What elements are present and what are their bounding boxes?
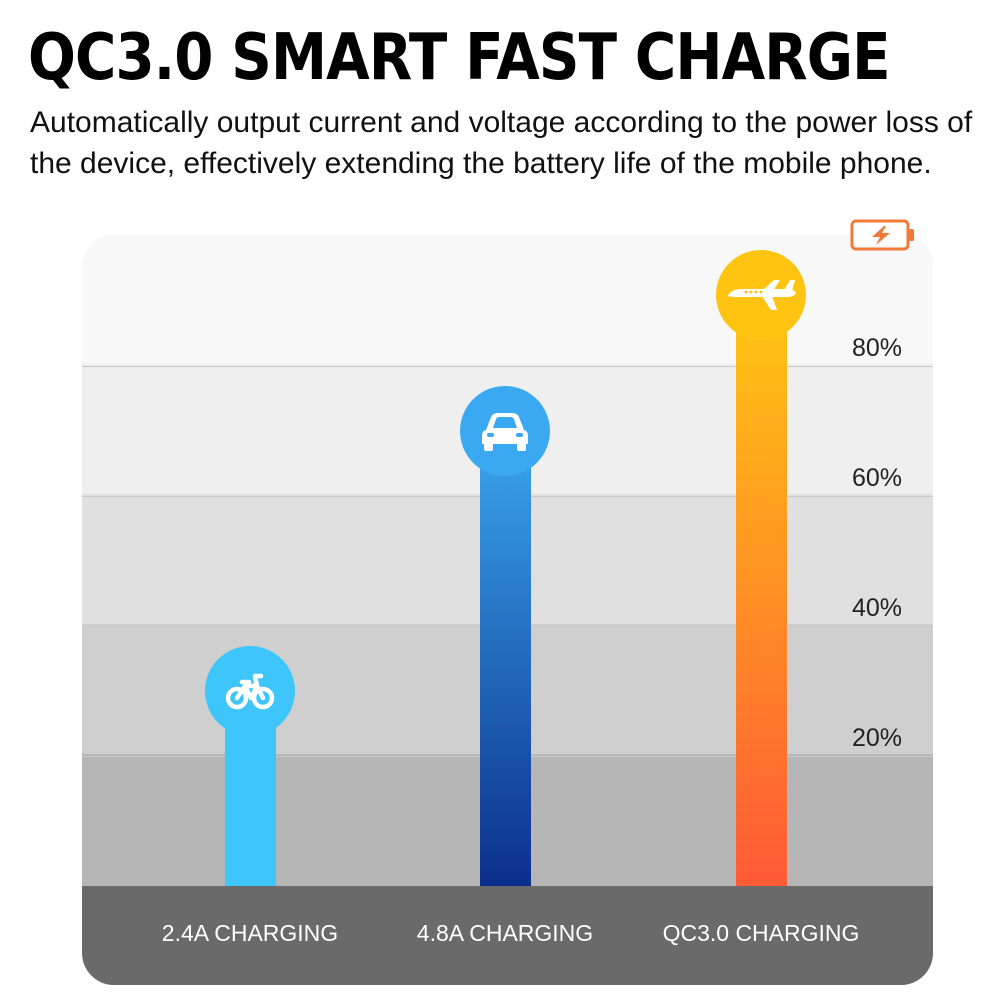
battery-charging-icon bbox=[850, 219, 914, 251]
page-title: QC3.0 SMART FAST CHARGE bbox=[28, 21, 891, 95]
gridline bbox=[82, 366, 933, 367]
bar-2 bbox=[479, 431, 531, 886]
y-tick-label: 80% bbox=[852, 334, 903, 362]
chart-area: 20% 40% 60% 80% 2.4A CHARGING 4.8A CHARGING bbox=[82, 234, 933, 985]
category-footer bbox=[82, 886, 933, 985]
y-tick-label: 40% bbox=[852, 594, 903, 622]
bicycle-icon bbox=[225, 673, 275, 710]
airplane-icon bbox=[728, 279, 796, 310]
y-tick-label: 60% bbox=[852, 464, 903, 492]
category-label: QC3.0 CHARGING bbox=[662, 920, 860, 946]
bicycle-icon-badge bbox=[205, 646, 295, 736]
category-label: 4.8A CHARGING bbox=[416, 920, 594, 946]
y-tick-label: 20% bbox=[852, 724, 903, 752]
car-icon bbox=[482, 413, 528, 451]
car-icon-badge bbox=[460, 386, 550, 476]
category-label: 2.4A CHARGING bbox=[161, 920, 339, 946]
page-subtitle: Automatically output current and voltage… bbox=[30, 106, 973, 180]
airplane-icon-badge bbox=[716, 249, 806, 340]
bar-3 bbox=[735, 294, 787, 886]
